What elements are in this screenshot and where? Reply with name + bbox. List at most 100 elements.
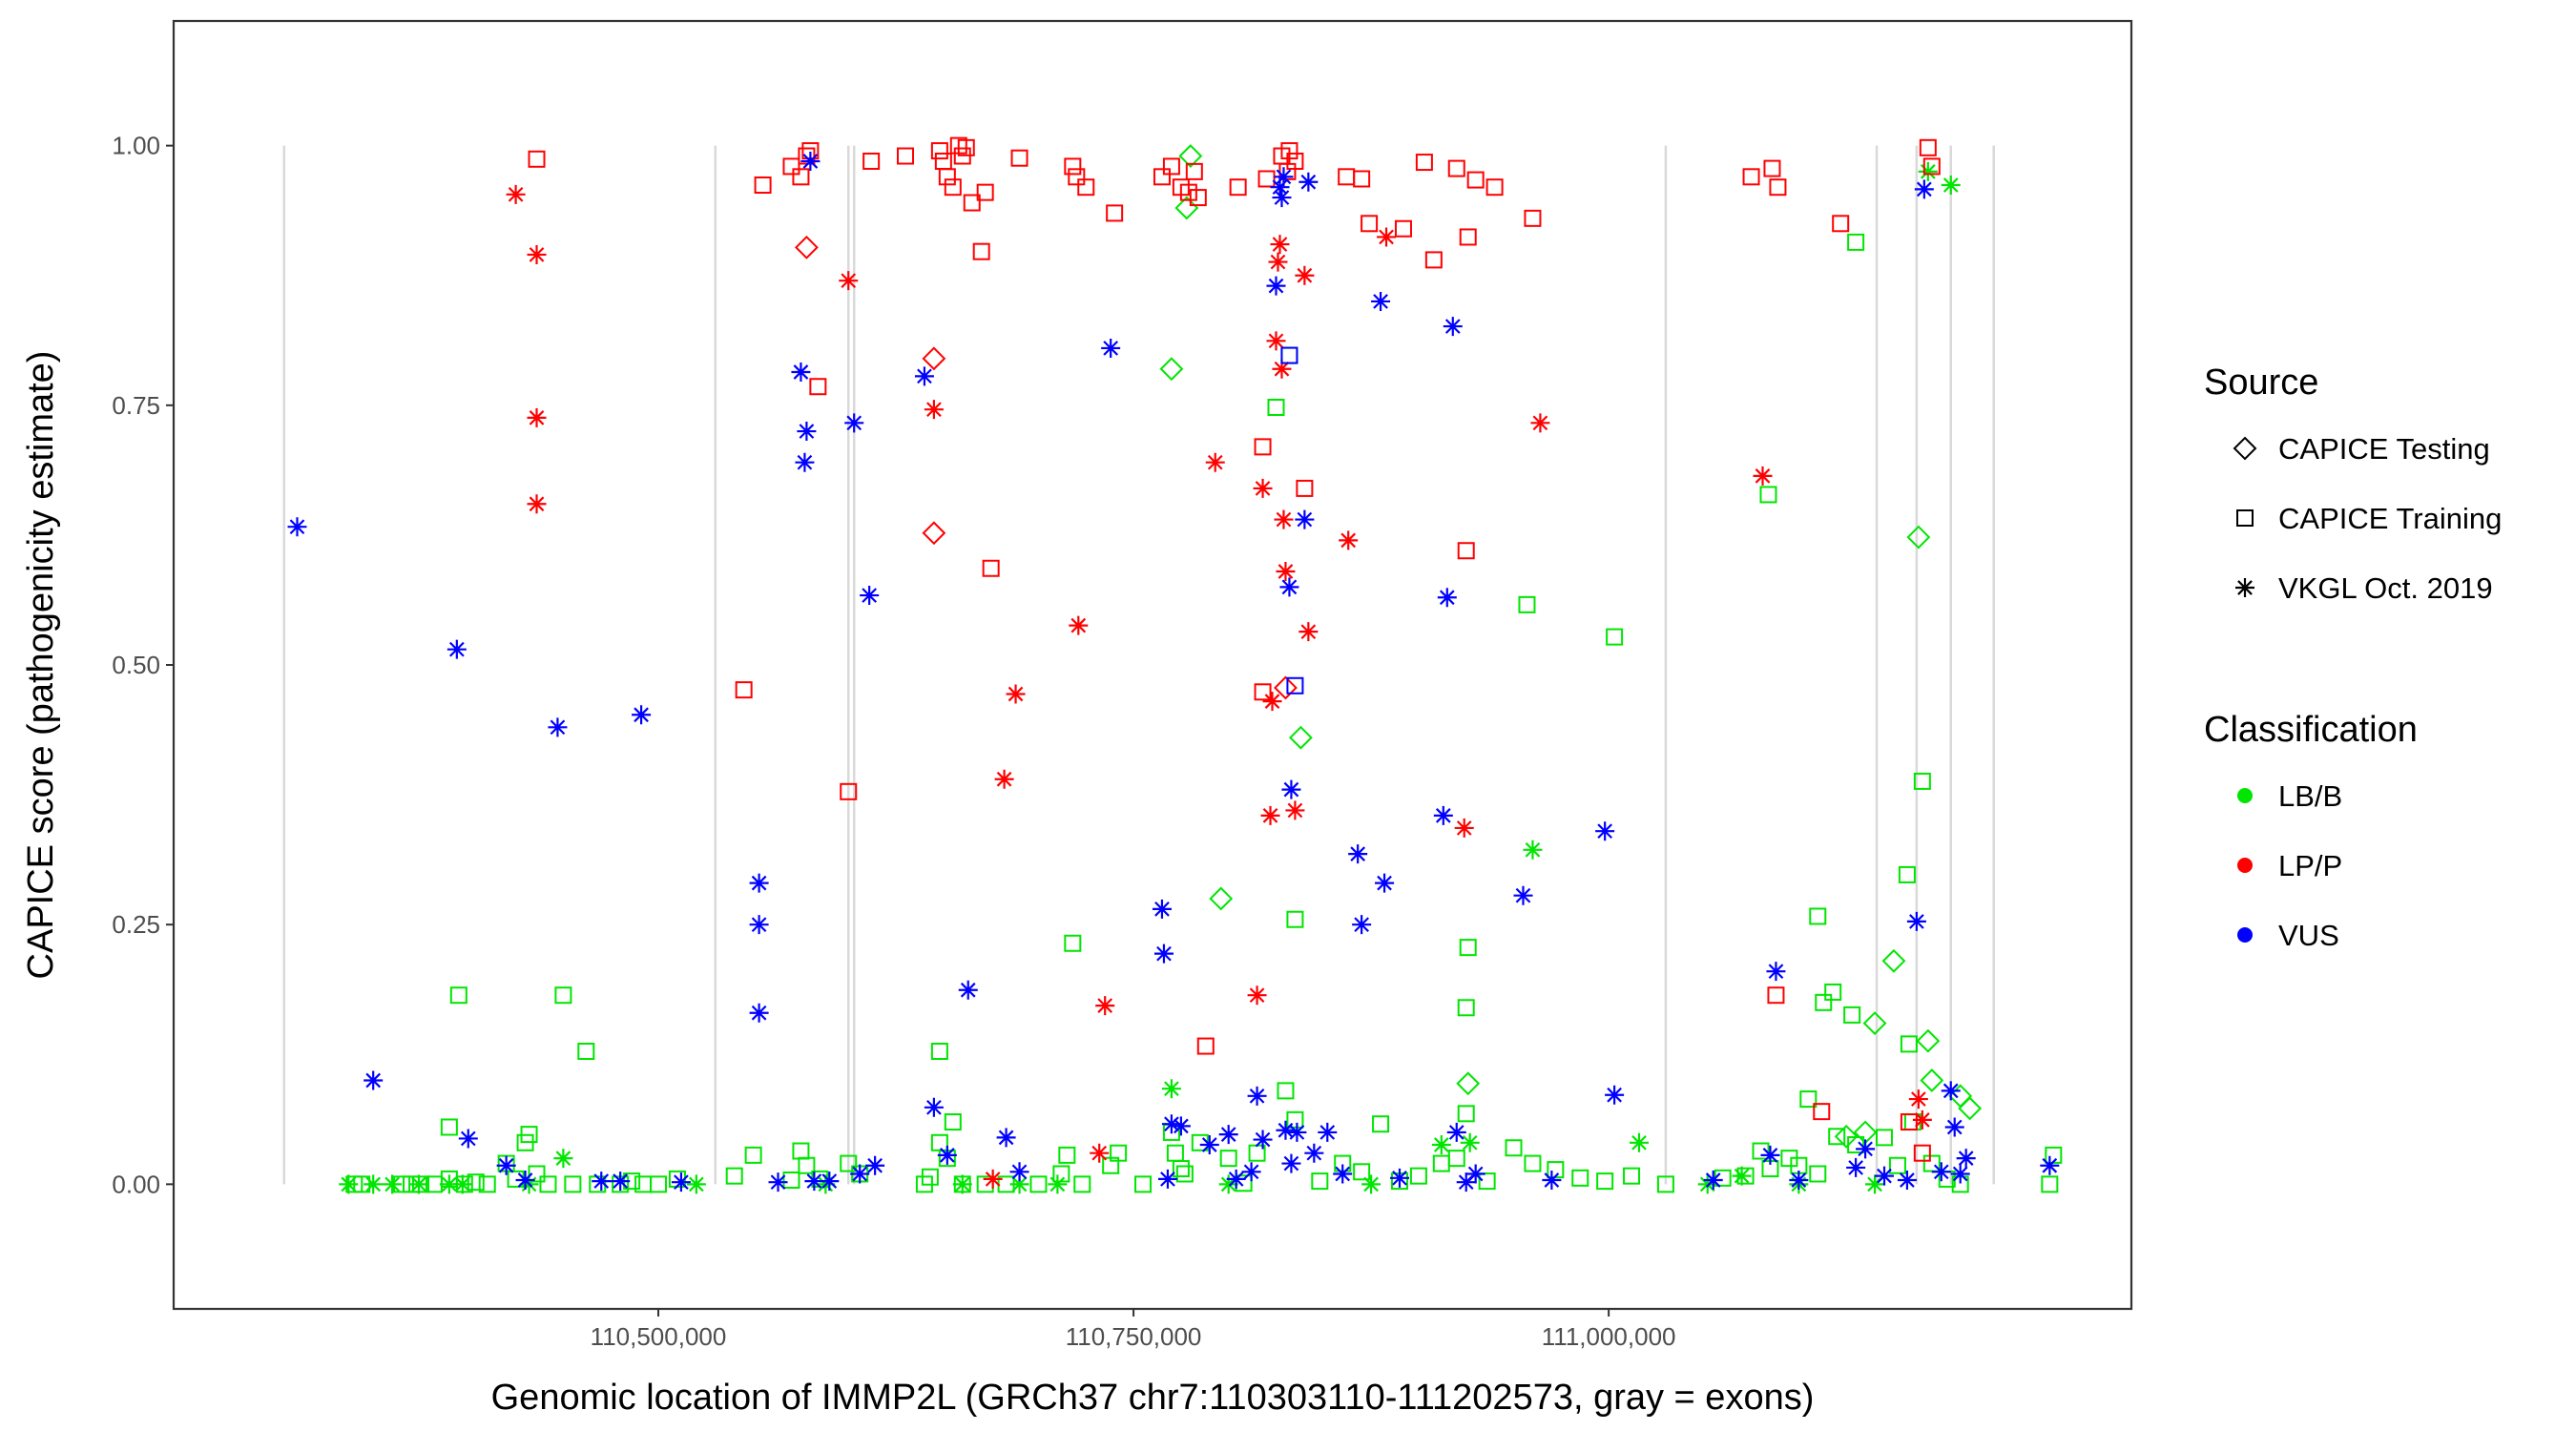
data-point-vkgl-vus	[1171, 1116, 1191, 1136]
data-point-vkgl-vus	[364, 1070, 384, 1090]
data-point-training-lp	[1196, 1037, 1215, 1055]
data-point-vkgl-lp	[1268, 252, 1288, 272]
data-point-vkgl-lb	[1460, 1132, 1480, 1152]
data-point-vkgl-vus	[592, 1172, 612, 1192]
data-point-training-lb	[539, 1175, 557, 1193]
data-point-training-lp	[982, 559, 1000, 577]
data-point-testing-lb	[1906, 525, 1931, 550]
data-point-training-lb	[1459, 939, 1477, 957]
data-point-vkgl-lb	[1941, 176, 1961, 196]
data-point-vkgl-lb	[1697, 1174, 1717, 1194]
data-point-training-lb	[528, 1165, 546, 1183]
data-point-vkgl-vus	[458, 1129, 478, 1149]
data-point-vkgl-lb	[1361, 1174, 1381, 1194]
data-point-vkgl-vus	[1433, 805, 1453, 825]
data-point-vkgl-vus	[1281, 779, 1301, 799]
data-point-vkgl-lp	[1069, 615, 1089, 635]
data-point-vkgl-vus	[1856, 1139, 1876, 1159]
data-point-training-lb	[1876, 1129, 1894, 1147]
data-point-vkgl-vus	[1906, 911, 1926, 931]
data-point-training-lb	[1064, 934, 1082, 952]
data-point-vkgl-vus	[1703, 1171, 1723, 1190]
legend-classification-title: Classification	[2204, 710, 2418, 750]
data-points	[287, 136, 2063, 1194]
data-point-training-lp	[1742, 168, 1760, 186]
data-point-vkgl-vus	[924, 1097, 944, 1117]
data-point-training-lp	[1767, 986, 1785, 1005]
data-point-vkgl-vus	[496, 1155, 516, 1175]
x-tick-label: 110,500,000	[591, 1322, 727, 1351]
data-point-vkgl-vus	[1274, 167, 1294, 187]
data-point-vkgl-vus	[1437, 588, 1457, 608]
data-point-training-lb	[520, 1126, 538, 1144]
data-point-vkgl-vus	[1218, 1125, 1238, 1145]
x-tick-label: 110,750,000	[1066, 1322, 1202, 1351]
data-point-vkgl-vus	[611, 1172, 631, 1192]
data-point-testing-lb	[1834, 1124, 1859, 1149]
data-point-vkgl-lp	[994, 769, 1014, 789]
y-tick-label: 1.00	[112, 132, 160, 160]
data-point-vkgl-vus	[1542, 1171, 1562, 1190]
data-point-training-lb	[1824, 983, 1842, 1001]
data-point-vkgl-vus	[1161, 1114, 1181, 1134]
data-point-training-lb	[1311, 1172, 1329, 1191]
legend-key-lb-dot	[2237, 788, 2253, 803]
data-point-training-lp	[944, 178, 962, 197]
data-point-vkgl-vus	[1513, 885, 1533, 905]
data-point-vkgl-vus	[1287, 1122, 1307, 1142]
data-point-vkgl-lb	[1048, 1174, 1068, 1194]
data-point-testing-lb	[1178, 144, 1203, 168]
data-point-vkgl-lp	[1090, 1143, 1110, 1163]
legend-label-capice-testing: CAPICE Testing	[2278, 432, 2490, 466]
data-point-testing-lp	[794, 235, 819, 259]
data-point-training-lb	[1809, 907, 1827, 925]
data-point-training-lb	[1799, 1090, 1818, 1109]
data-point-vkgl-vus	[1375, 873, 1395, 893]
data-point-training-lp	[1296, 479, 1314, 497]
data-point-vkgl-lp	[1276, 562, 1296, 582]
data-point-training-lb	[1110, 1144, 1128, 1162]
data-point-training-lb	[1898, 865, 1916, 883]
data-point-training-lp	[862, 152, 881, 170]
data-point-vkgl-lb	[383, 1174, 403, 1194]
data-point-vkgl-vus	[515, 1171, 535, 1190]
data-point-vkgl-lp	[1295, 265, 1315, 285]
data-point-training-lb	[1913, 772, 1931, 790]
data-point-vkgl-vus	[768, 1172, 788, 1192]
data-point-training-lb	[744, 1146, 762, 1164]
data-point-training-lb	[1478, 1172, 1496, 1191]
data-point-vkgl-vus	[1443, 317, 1463, 337]
data-point-testing-lb	[1881, 948, 1906, 973]
data-point-training-lb	[1409, 1167, 1427, 1185]
data-point-training-lb	[449, 986, 467, 1005]
data-point-vkgl-lp	[1454, 818, 1474, 838]
data-point-training-lp	[1280, 142, 1298, 160]
data-point-training-lp	[1832, 215, 1850, 233]
data-point-vkgl-lp	[1908, 1089, 1928, 1110]
data-point-vkgl-lb	[1009, 1174, 1029, 1194]
data-point-vkgl-vus	[749, 1003, 769, 1023]
data-point-training-lp	[1524, 209, 1542, 227]
data-point-training-lp	[1254, 683, 1272, 701]
data-point-vkgl-vus	[1304, 1143, 1324, 1163]
data-point-training-lp	[1162, 157, 1180, 176]
data-point-vkgl-vus	[1846, 1157, 1866, 1177]
data-point-training-lp	[976, 183, 994, 201]
data-point-training-lp	[963, 194, 981, 212]
data-point-training-lp	[1229, 178, 1247, 197]
data-point-training-lb	[1372, 1115, 1390, 1133]
y-axis: 0.00 0.25 0.50 0.75 1.00	[112, 132, 174, 1198]
data-point-testing-lb	[1209, 886, 1234, 911]
data-point-vkgl-lp	[1912, 1110, 1932, 1130]
data-point-training-lp	[1922, 157, 1941, 176]
data-point-training-lb	[1815, 993, 1833, 1011]
data-point-vkgl-vus	[1272, 188, 1292, 208]
data-point-vkgl-lp	[527, 407, 547, 427]
data-point-vkgl-vus	[1931, 1162, 1951, 1182]
data-point-training-lb	[1277, 1082, 1295, 1100]
data-point-vkgl-lb	[1630, 1132, 1650, 1152]
data-point-vkgl-vus	[1281, 1153, 1301, 1173]
data-point-vkgl-lb	[1918, 161, 1938, 181]
data-point-training-lb	[1656, 1175, 1674, 1193]
data-point-training-lb	[1606, 628, 1624, 646]
